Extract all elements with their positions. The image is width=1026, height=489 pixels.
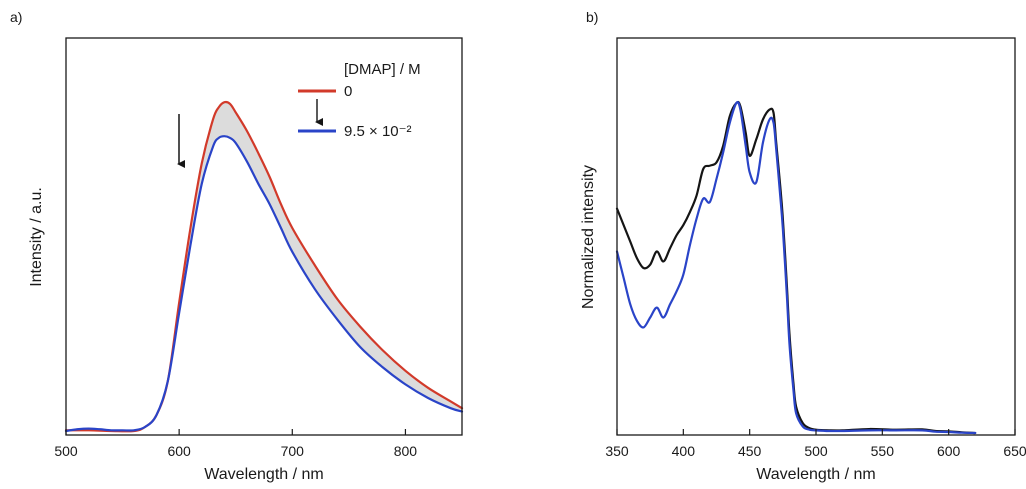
legend-title: [DMAP] / M <box>344 61 421 78</box>
panel-b-series-line-2 <box>615 100 977 435</box>
panel-a-chart: a) 500 600 700 800 Wavelength / nm Intensit… <box>10 9 464 483</box>
shaded-difference-region <box>179 102 462 412</box>
panel-b-x-tick-label: 600 <box>937 443 961 459</box>
panel-b-x-tick-label: 650 <box>1003 443 1026 459</box>
legend-label-end: 9.5 × 10⁻² <box>344 123 412 140</box>
panel-a-x-tick-label: 600 <box>167 443 191 459</box>
panel-a-frame <box>65 37 463 436</box>
panel-b-x-ticks: 350 400 450 500 550 600 650 <box>605 429 1026 459</box>
panel-a-label: a) <box>10 9 22 25</box>
panel-a-x-tick-label: 700 <box>281 443 305 459</box>
panel-b-plot-area <box>615 100 977 435</box>
panel-a-x-tick-label: 500 <box>54 443 78 459</box>
panel-b-x-tick-label: 400 <box>672 443 696 459</box>
panel-b-x-tick-label: 350 <box>605 443 629 459</box>
panel-b-x-axis-label: Wavelength / nm <box>756 466 875 483</box>
legend-label-start: 0 <box>344 83 352 100</box>
panel-a-plot-area <box>64 100 464 433</box>
panel-b-x-tick-label: 450 <box>738 443 762 459</box>
panel-b-y-axis-label: Normalized intensity <box>580 165 597 309</box>
panel-a-x-tick-label: 800 <box>394 443 418 459</box>
panel-b-chart: b) 350 400 450 500 550 600 650 Wavelength / nm… <box>580 9 1026 483</box>
panel-a-x-ticks: 500 600 700 800 <box>54 429 417 459</box>
panel-a-legend: [DMAP] / M 0 9.5 × 10⁻² <box>298 61 421 140</box>
panel-a-y-axis-label: Intensity / a.u. <box>28 187 45 287</box>
panel-b-x-tick-label: 500 <box>804 443 828 459</box>
panel-b-x-tick-label: 550 <box>871 443 895 459</box>
panel-b-label: b) <box>586 9 598 25</box>
panel-a-series-line-2 <box>64 135 464 433</box>
panel-b-series-line-1 <box>615 100 977 435</box>
panel-a-x-axis-label: Wavelength / nm <box>204 466 323 483</box>
